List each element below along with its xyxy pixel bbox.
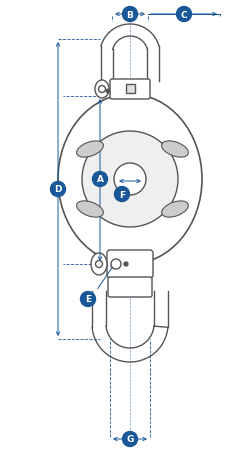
Circle shape bbox=[124, 263, 128, 266]
FancyBboxPatch shape bbox=[108, 277, 152, 297]
Ellipse shape bbox=[95, 81, 109, 99]
Bar bbox=[126, 85, 135, 94]
Ellipse shape bbox=[77, 141, 103, 158]
Text: C: C bbox=[181, 11, 187, 19]
Circle shape bbox=[122, 7, 137, 22]
FancyBboxPatch shape bbox=[110, 80, 150, 100]
Text: G: G bbox=[126, 435, 134, 443]
Circle shape bbox=[98, 86, 106, 93]
Ellipse shape bbox=[162, 202, 188, 218]
Circle shape bbox=[92, 172, 107, 187]
Circle shape bbox=[51, 182, 66, 197]
Circle shape bbox=[82, 132, 178, 228]
Ellipse shape bbox=[162, 141, 188, 158]
Ellipse shape bbox=[58, 95, 202, 264]
FancyBboxPatch shape bbox=[107, 251, 153, 279]
Text: F: F bbox=[119, 190, 125, 199]
Ellipse shape bbox=[77, 202, 103, 218]
Text: D: D bbox=[54, 185, 62, 194]
Circle shape bbox=[81, 292, 96, 307]
Circle shape bbox=[176, 7, 191, 22]
Circle shape bbox=[114, 187, 129, 202]
Circle shape bbox=[96, 261, 103, 268]
Text: E: E bbox=[85, 295, 91, 304]
Text: B: B bbox=[127, 11, 133, 19]
Circle shape bbox=[114, 164, 146, 196]
Circle shape bbox=[106, 90, 110, 94]
Circle shape bbox=[122, 431, 137, 447]
Circle shape bbox=[111, 259, 121, 269]
Text: A: A bbox=[97, 175, 104, 184]
Ellipse shape bbox=[91, 253, 107, 275]
